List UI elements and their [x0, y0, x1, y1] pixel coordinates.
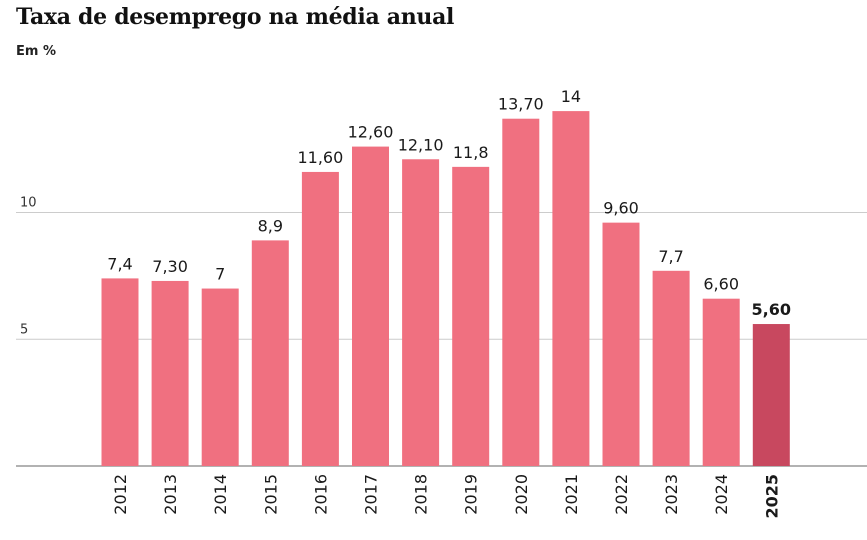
value-label-2025: 5,60: [752, 300, 791, 319]
value-label-2018: 12,10: [398, 135, 444, 154]
value-label-2022: 9,60: [603, 199, 639, 218]
bar-2014: [201, 288, 239, 466]
y-tick-label-5: 5: [20, 322, 28, 337]
value-label-2020: 13,70: [498, 95, 544, 114]
bar-2015: [251, 240, 289, 466]
x-tick-label-2018: 2018: [412, 474, 431, 515]
x-tick-label-2024: 2024: [712, 474, 731, 515]
bar-2016: [301, 171, 339, 466]
bar-2021: [552, 111, 590, 466]
value-label-2019: 11,8: [453, 143, 489, 162]
value-label-2024: 6,60: [703, 275, 739, 294]
x-tick-label-2015: 2015: [261, 474, 280, 515]
value-label-2015: 8,9: [258, 216, 283, 235]
bar-2017: [352, 146, 389, 466]
bar-2020: [502, 118, 540, 466]
value-label-2023: 7,7: [658, 247, 683, 266]
y-tick-label-10: 10: [20, 196, 37, 211]
bar-2012: [101, 278, 139, 466]
bar-2025: [752, 324, 790, 466]
value-label-2017: 12,60: [348, 123, 394, 142]
x-tick-label-2017: 2017: [362, 474, 381, 515]
bar-2023: [652, 270, 690, 466]
bar-2022: [602, 222, 640, 466]
value-label-2016: 11,60: [297, 148, 343, 167]
x-tick-label-2014: 2014: [211, 474, 230, 515]
x-tick-label-2016: 2016: [311, 474, 330, 515]
bar-2013: [151, 280, 189, 466]
x-tick-label-2021: 2021: [562, 474, 581, 515]
bar-2019: [452, 166, 490, 466]
x-tick-label-2019: 2019: [462, 474, 481, 515]
chart-subtitle: Em %: [16, 44, 56, 59]
x-tick-label-2012: 2012: [111, 474, 130, 515]
value-label-2014: 7: [215, 265, 225, 284]
x-tick-label-2022: 2022: [612, 474, 631, 515]
chart-title: Taxa de desemprego na média anual: [16, 4, 455, 30]
x-tick-label-2025: 2025: [762, 474, 781, 519]
bar-2018: [402, 159, 440, 466]
value-label-2021: 14: [561, 87, 581, 106]
value-label-2013: 7,30: [152, 257, 188, 276]
bar-2024: [702, 298, 740, 466]
x-tick-label-2013: 2013: [161, 474, 180, 515]
x-tick-label-2020: 2020: [512, 474, 531, 515]
value-label-2012: 7,4: [107, 254, 132, 273]
x-tick-label-2023: 2023: [662, 474, 681, 515]
